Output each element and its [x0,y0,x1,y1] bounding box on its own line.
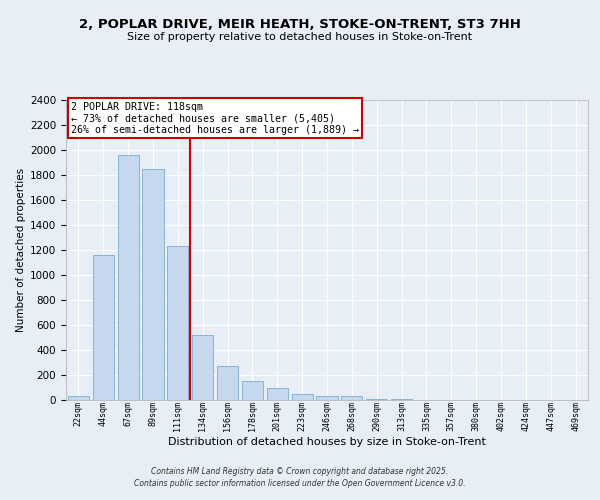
Text: 2, POPLAR DRIVE, MEIR HEATH, STOKE-ON-TRENT, ST3 7HH: 2, POPLAR DRIVE, MEIR HEATH, STOKE-ON-TR… [79,18,521,30]
Bar [267,388,288,400]
Bar [316,396,338,400]
Bar [366,399,387,400]
Text: Size of property relative to detached houses in Stoke-on-Trent: Size of property relative to detached ho… [127,32,473,42]
Bar [167,246,188,400]
Bar [217,366,238,400]
Y-axis label: Number of detached properties: Number of detached properties [16,168,26,332]
Bar [142,169,164,400]
Bar [242,380,263,400]
Bar [192,335,213,400]
Text: 2 POPLAR DRIVE: 118sqm
← 73% of detached houses are smaller (5,405)
26% of semi-: 2 POPLAR DRIVE: 118sqm ← 73% of detached… [71,102,359,134]
Bar [341,396,362,400]
Bar [292,394,313,400]
Bar [68,396,89,400]
X-axis label: Distribution of detached houses by size in Stoke-on-Trent: Distribution of detached houses by size … [168,437,486,447]
Bar [93,255,114,400]
Bar [118,155,139,400]
Text: Contains HM Land Registry data © Crown copyright and database right 2025.
Contai: Contains HM Land Registry data © Crown c… [134,466,466,487]
